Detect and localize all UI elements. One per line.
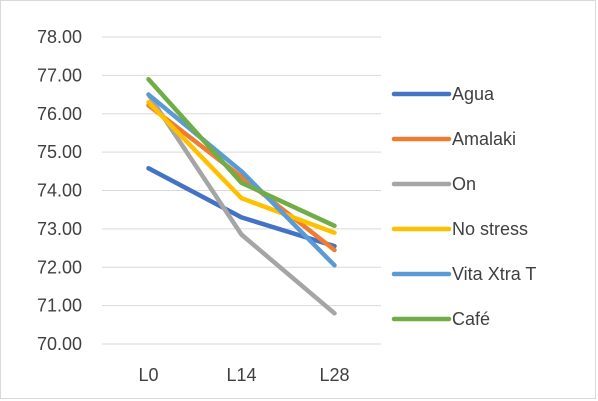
legend-label: Café [452,309,490,329]
legend-label: No stress [452,219,528,239]
x-axis-tick-labels: L0 L14 L28 [138,365,349,385]
y-tick-label: 72.00 [37,257,82,277]
series-line-vita-xtra-t [146,92,337,268]
legend-label: Agua [452,84,495,104]
y-tick-label: 75.00 [37,142,82,162]
y-tick-label: 70.00 [37,334,82,354]
series-line-caf- [146,76,337,229]
x-tick-label: L0 [138,365,158,385]
legend: Agua Amalaki On No stress Vita Xtra T Café [391,84,536,329]
series-line-no-stress [146,99,337,235]
y-tick-label: 78.00 [37,27,82,47]
y-tick-label: 73.00 [37,219,82,239]
y-axis-tick-labels: 70.00 71.00 72.00 73.00 74.00 75.00 76.00 77.00… [37,27,82,354]
legend-label: Amalaki [452,129,516,149]
y-tick-label: 71.00 [37,296,82,316]
x-tick-label: L14 [226,365,256,385]
series-line-amalaki [146,103,337,253]
x-tick-label: L28 [319,365,349,385]
y-tick-label: 74.00 [37,181,82,201]
series-lines [146,76,337,316]
legend-label: Vita Xtra T [452,264,536,284]
legend-label: On [452,174,476,194]
series-line-on [146,92,337,316]
y-tick-label: 76.00 [37,104,82,124]
y-tick-label: 77.00 [37,65,82,85]
gridlines [102,36,381,307]
